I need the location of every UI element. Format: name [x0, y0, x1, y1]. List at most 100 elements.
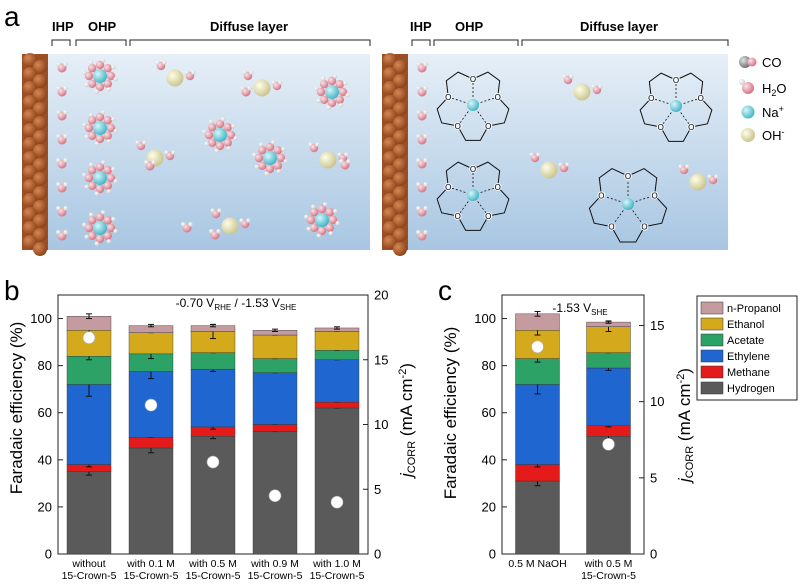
copper-atom [33, 130, 47, 144]
hydrogen-atom [249, 70, 254, 75]
oxygen-atom [95, 112, 105, 122]
hydrogen-atom [231, 123, 236, 129]
hydrogen-atom [264, 171, 270, 176]
hydrogen-atom [56, 158, 61, 163]
panel-b-title: -0.70 VRHE / -1.53 VSHE [176, 296, 297, 312]
hydrogen-atom [423, 158, 428, 163]
bar-segment-ethanol [252, 334, 298, 359]
hydrogen-atom [591, 84, 596, 89]
hydrogen-atom [345, 92, 350, 98]
hydrogen-atom [63, 110, 68, 115]
oxygen-site [453, 212, 462, 221]
hydrogen-atom [84, 234, 89, 240]
legend-co-label: CO [762, 55, 782, 70]
hydrated-na-cluster [82, 160, 118, 196]
right-header-ohp: OHP [455, 19, 484, 34]
bar-segment-ethanol [128, 332, 174, 355]
y-tick-label: 0 [489, 547, 496, 562]
oxygen-atom [103, 166, 112, 175]
na-ion [93, 121, 107, 135]
hydrogen-atom [94, 191, 100, 196]
bar-segment-methane [128, 437, 174, 449]
y-tick-label: 80 [482, 358, 496, 373]
oxygen-atom [325, 223, 334, 232]
water-molecule [308, 142, 320, 153]
hydrogen-atom [84, 184, 89, 190]
hydrogen-atom [113, 76, 118, 82]
oxygen-symbol: O [648, 94, 654, 103]
copper-atom [33, 200, 47, 214]
panel-b-plot: 02040608010005101520without15-Crown-5wit… [30, 288, 388, 583]
hydrogen-atom [332, 74, 338, 79]
oh-ion [166, 69, 184, 87]
copper-atom [33, 102, 47, 116]
bar-segment-hydrogen [515, 480, 560, 555]
hydrogen-atom [82, 70, 87, 76]
y2-tick-label: 20 [374, 288, 388, 303]
hydrogen-atom [316, 98, 321, 104]
oxygen-site [484, 122, 493, 131]
error-bar [272, 328, 278, 332]
hydrogen-atom [339, 159, 344, 164]
oh-ion [540, 161, 558, 179]
hydrogen-atom [94, 241, 100, 246]
hydrogen-atom [56, 230, 61, 235]
hydrogen-atom [63, 62, 68, 67]
water-molecule [144, 160, 156, 171]
copper-atom [23, 193, 37, 207]
legend-swatch [700, 381, 724, 395]
water-molecule [591, 84, 603, 95]
oxygen-symbol: O [688, 123, 694, 132]
jcorr-point [82, 331, 96, 345]
bar-segment-acetate [66, 356, 112, 385]
oxygen-atom [95, 212, 105, 222]
hydrogen-atom [100, 110, 106, 115]
bar-segment-hydrogen [586, 436, 631, 555]
oxygen-atom [88, 216, 97, 225]
jcorr-point [268, 489, 282, 503]
bar-segment-ethylene [66, 384, 112, 465]
copper-atom [383, 109, 397, 123]
panel-b-chart: b Faradaic efficiency (%) jCORR (mA cm-2… [4, 275, 418, 582]
hydrogen-atom [416, 62, 421, 67]
copper-atom [33, 242, 47, 256]
bar-segment-hydrogen [314, 407, 360, 555]
hydrogen-atom [181, 222, 186, 227]
water-molecule [209, 229, 221, 240]
y-tick-label: 100 [474, 311, 496, 326]
error-bar [210, 323, 216, 328]
na-ion [467, 189, 479, 201]
hydrogen-atom [214, 148, 220, 153]
hydroxide-cluster [678, 164, 719, 191]
oxygen-atom [95, 134, 105, 144]
oxygen-symbol: O [455, 212, 461, 221]
right-solution [382, 54, 728, 250]
oxygen-site [650, 191, 659, 200]
copper-atom [383, 95, 397, 109]
bar-segment-methane [252, 424, 298, 432]
panel-b-y2-title: jCORR (mA cm-2) [397, 363, 418, 479]
x-category-label: without [71, 558, 105, 570]
water-molecule [164, 150, 176, 161]
oxygen-atom [88, 131, 97, 140]
oxygen-atom [317, 226, 327, 236]
hydrogen-atom [208, 119, 214, 124]
oxygen-site [647, 93, 656, 102]
water-molecule [416, 182, 428, 193]
copper-atom [383, 53, 397, 67]
hydrogen-atom [88, 162, 94, 167]
oxygen-atom [226, 130, 236, 140]
hydrogen-atom [63, 134, 68, 139]
copper-atom [23, 123, 37, 137]
x-category-label: 15-Crown-5 [62, 570, 117, 582]
copper-atom [393, 186, 407, 200]
copper-atom [383, 137, 397, 151]
hydrogen-atom [308, 142, 313, 147]
panel-c-y2-title: jCORR (mA cm-2) [675, 368, 696, 484]
hydrated-na-cluster [304, 202, 340, 238]
hydrogen-atom [416, 206, 421, 211]
bar-segment-methane [314, 401, 360, 409]
hydrogen-atom [416, 230, 421, 235]
legend-h2o-h: H [762, 81, 771, 96]
copper-atom [393, 116, 407, 130]
